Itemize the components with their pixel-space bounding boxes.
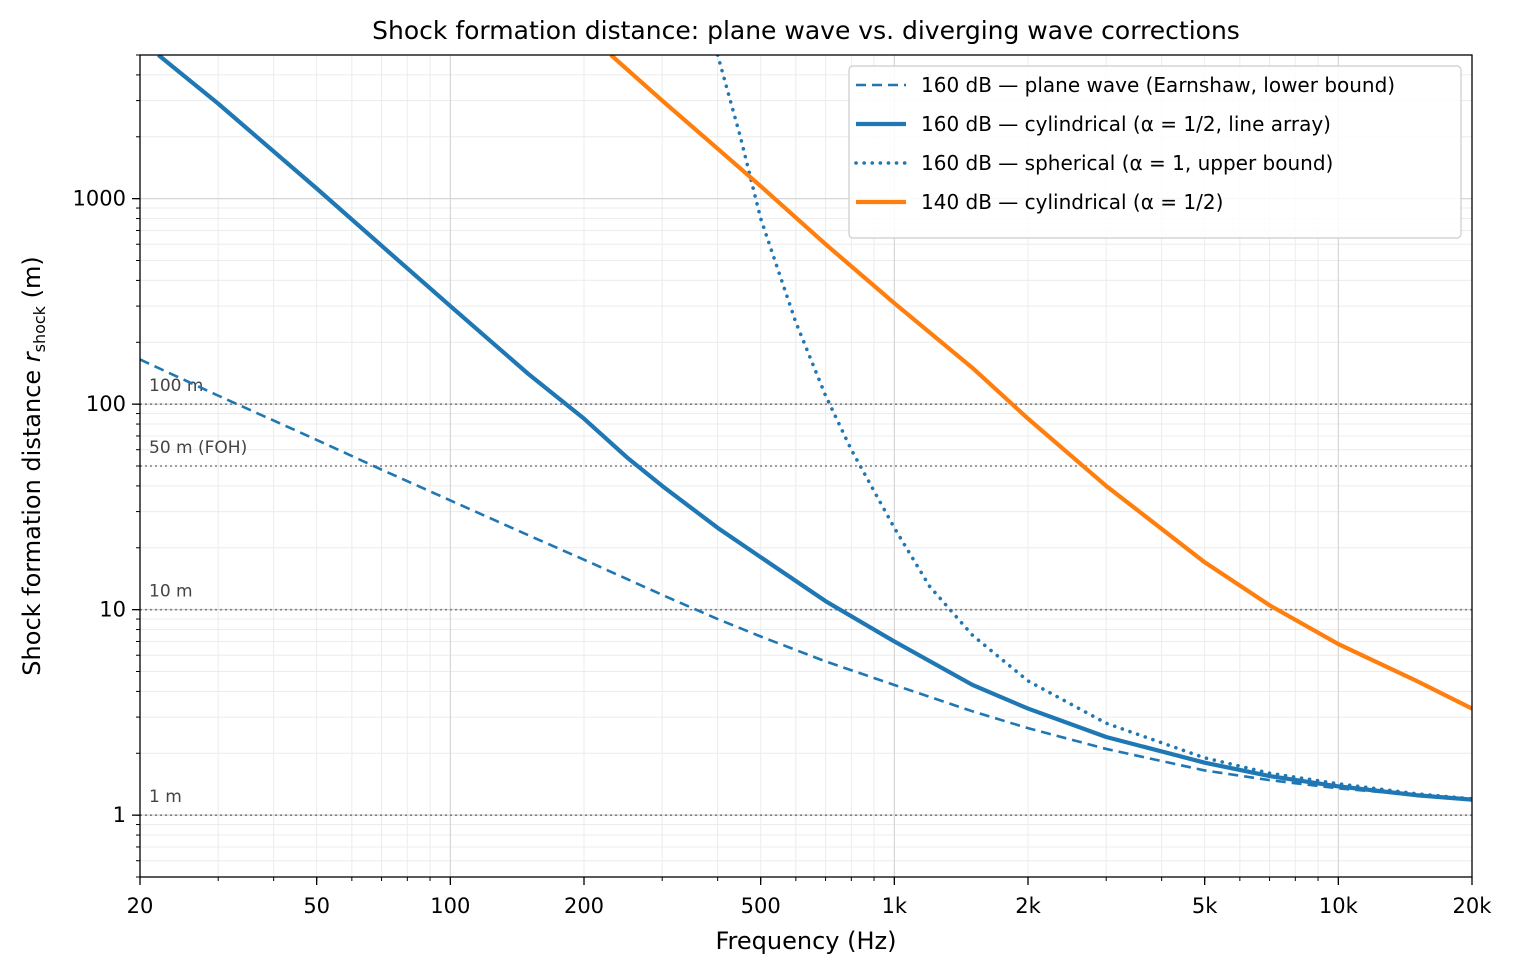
- reference-line-label: 1 m: [149, 787, 182, 807]
- x-tick-label: 10k: [1319, 894, 1359, 918]
- legend-entry: 160 dB — cylindrical (α = 1/2, line arra…: [921, 112, 1331, 136]
- series-lines: [140, 55, 1472, 802]
- x-tick-label: 1k: [882, 894, 908, 918]
- series-line-1: [140, 358, 1472, 801]
- y-axis-label: Shock formation distance rshock (m): [18, 256, 49, 675]
- legend: 160 dB — plane wave (Earnshaw, lower bou…: [848, 65, 1462, 239]
- x-tick-label: 100: [430, 894, 470, 918]
- x-tick-label: 20: [127, 894, 154, 918]
- x-tick-label: 2k: [1015, 894, 1041, 918]
- reference-line-label: 100 m: [149, 376, 203, 396]
- legend-entry: 160 dB — plane wave (Earnshaw, lower bou…: [921, 73, 1395, 97]
- y-tick-label: 1: [113, 803, 126, 827]
- y-tick-label: 10: [99, 598, 126, 622]
- series-line-3: [715, 55, 1472, 801]
- y-axis-ticks: 1 10 100 1000: [73, 54, 140, 878]
- x-tick-label: 200: [564, 894, 604, 918]
- x-tick-label: 20k: [1453, 894, 1493, 918]
- x-axis-ticks: 20 50 100 200 500 1k 2k 5k 10k 20k: [127, 877, 1493, 918]
- legend-entry: 160 dB — spherical (α = 1, upper bound): [921, 151, 1333, 175]
- x-tick-label: 50: [303, 894, 330, 918]
- series-line-2: [157, 55, 1472, 802]
- chart-title: Shock formation distance: plane wave vs.…: [372, 16, 1240, 45]
- reference-lines: 100 m 50 m (FOH) 10 m 1 m: [140, 376, 1472, 816]
- legend-box: [848, 65, 1462, 239]
- reference-line-label: 10 m: [149, 582, 193, 602]
- x-tick-label: 500: [741, 894, 781, 918]
- y-tick-label: 100: [86, 392, 126, 416]
- legend-entry: 140 dB — cylindrical (α = 1/2): [921, 190, 1223, 214]
- series-line-4: [609, 55, 1472, 711]
- reference-line-label: 50 m (FOH): [149, 438, 247, 458]
- x-axis-label: Frequency (Hz): [716, 927, 897, 955]
- x-tick-label: 5k: [1192, 894, 1218, 918]
- y-tick-label: 1000: [73, 187, 126, 211]
